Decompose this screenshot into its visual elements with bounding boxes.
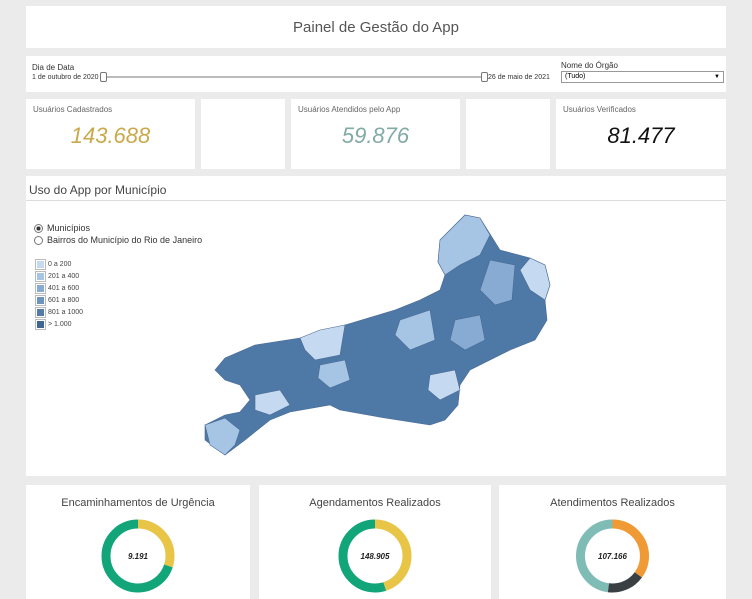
map-region	[299, 324, 346, 361]
map-region	[437, 214, 491, 276]
map-region	[204, 214, 551, 456]
donut-segment	[101, 519, 175, 593]
legend-swatch	[35, 270, 46, 282]
radio-button	[34, 223, 43, 233]
date-slider[interactable]	[104, 76, 484, 78]
map-panel: Uso do App por Município Municípios Bairr…	[26, 176, 726, 476]
legend-label: 201 a 400	[48, 272, 80, 280]
map-region	[394, 309, 436, 351]
legend-swatch	[35, 258, 46, 270]
donut-center: 107.166	[598, 552, 627, 561]
kpi-card: Usuários Verificados 81.477	[556, 99, 726, 169]
kpi-spacer	[466, 99, 550, 169]
kpi-card: Usuários Atendidos pelo App 59.876	[291, 99, 460, 169]
separator	[26, 200, 726, 201]
radio-label: Municípios	[47, 223, 91, 233]
radio-button	[34, 235, 43, 245]
kpi-spacer	[201, 99, 285, 169]
donut-chart: 9.191	[101, 519, 175, 593]
donut-segment	[576, 519, 649, 593]
donut-center: 9.191	[128, 552, 149, 561]
legend-swatch	[35, 306, 46, 318]
legend-item: 401 a 600	[35, 282, 83, 294]
legend-item: 601 a 800	[35, 294, 83, 306]
map	[204, 214, 551, 456]
map-region	[317, 359, 351, 389]
donut-panel: Agendamentos Realizados 148.905	[259, 485, 491, 599]
org-selected: (Tudo)	[565, 73, 586, 80]
donut-title: Agendamentos Realizados	[309, 497, 441, 509]
map-region	[479, 259, 516, 306]
header-panel: Painel de Gestão do App	[26, 6, 726, 48]
legend-label: 601 a 800	[48, 296, 80, 304]
radio-option[interactable]: Municípios	[34, 222, 202, 234]
legend-swatch	[35, 318, 46, 330]
org-label: Nome do Órgão	[561, 61, 618, 70]
map-region	[427, 369, 461, 401]
kpi-value: 59.876	[341, 123, 410, 148]
map-options: Municípios Bairros do Município do Rio de…	[34, 222, 202, 246]
donut-title: Encaminhamentos de Urgência	[61, 497, 215, 509]
map-region	[519, 257, 551, 301]
kpi-label: Usuários Cadastrados	[33, 105, 113, 114]
legend-item: 801 a 1000	[35, 306, 84, 318]
date-end: 26 de maio de 2021	[488, 74, 550, 81]
legend-label: 401 a 600	[48, 284, 80, 292]
legend-swatch	[35, 282, 46, 294]
map-title: Uso do App por Município	[29, 183, 167, 197]
kpi-card: Usuários Cadastrados 143.688	[26, 99, 195, 169]
donut-center: 148.905	[361, 552, 390, 561]
slider-handle[interactable]	[100, 72, 107, 82]
donut-panel: Atendimentos Realizados 107.166	[499, 485, 726, 599]
dropdown-arrow: ▼	[714, 74, 720, 80]
kpi-label: Usuários Atendidos pelo App	[298, 105, 401, 114]
date-label: Dia de Data	[32, 63, 75, 72]
map-legend: 0 a 200 201 a 400 401 a 600 601 a 800 801 a …	[35, 258, 84, 330]
map-region	[449, 314, 486, 351]
date-start: 1 de outubro de 2020	[32, 74, 99, 81]
donut-chart: 107.166	[576, 519, 649, 593]
legend-label: > 1.000	[48, 320, 72, 328]
legend-item: 201 a 400	[35, 270, 83, 282]
donut-chart: 148.905	[338, 519, 412, 593]
donut-segment	[576, 519, 649, 593]
legend-label: 0 a 200	[48, 260, 72, 268]
kpi-label: Usuários Verificados	[563, 105, 636, 114]
filter-panel: Dia de Data 1 de outubro de 2020 26 de m…	[26, 56, 726, 92]
page-title: Painel de Gestão do App	[293, 19, 459, 36]
legend-label: 801 a 1000	[48, 308, 84, 316]
map-region	[204, 417, 241, 456]
map-region	[254, 389, 291, 416]
donut-segment	[338, 519, 412, 593]
kpi-value: 81.477	[607, 123, 675, 148]
slider-handle[interactable]	[481, 72, 488, 82]
org-dropdown[interactable]: (Tudo) ▼	[561, 71, 724, 83]
donut-panel: Encaminhamentos de Urgência 9.191	[26, 485, 250, 599]
radio-option[interactable]: Bairros do Município do Rio de Janeiro	[34, 234, 202, 246]
legend-item: > 1.000	[35, 318, 83, 330]
radio-label: Bairros do Município do Rio de Janeiro	[47, 235, 203, 245]
legend-swatch	[35, 294, 46, 306]
donut-title: Atendimentos Realizados	[550, 497, 675, 509]
kpi-value: 143.688	[70, 123, 151, 148]
legend-item: 0 a 200	[35, 258, 83, 270]
